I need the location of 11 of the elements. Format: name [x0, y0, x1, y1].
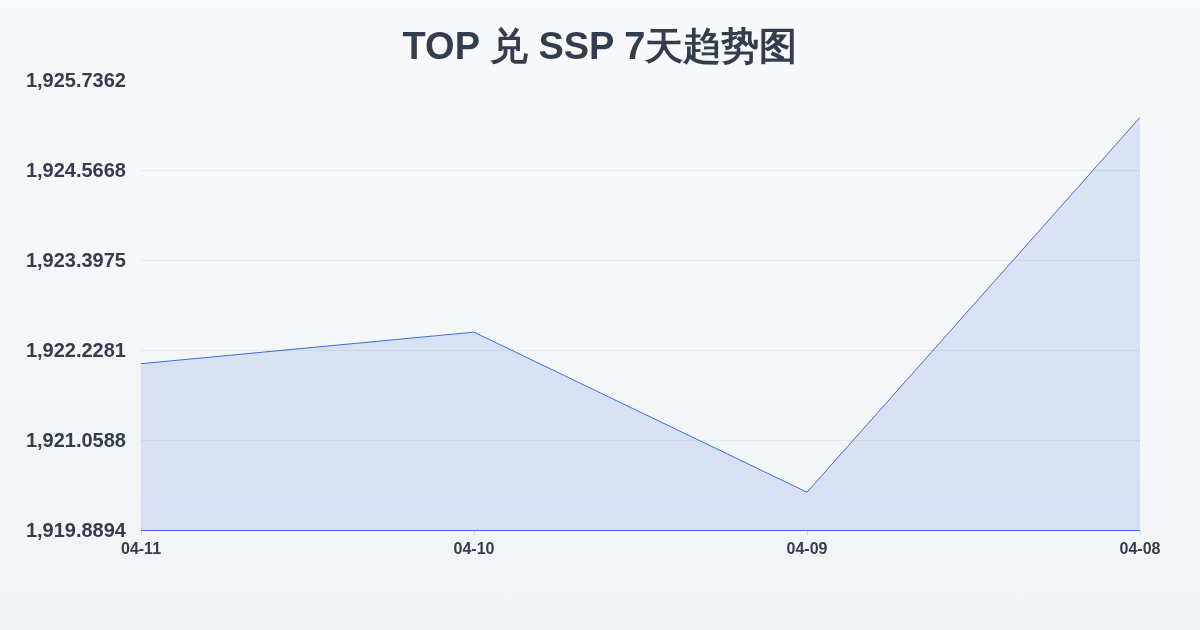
chart-title: TOP 兑 SSP 7天趋势图 — [402, 25, 798, 68]
x-tick-label: 04-08 — [1119, 540, 1161, 558]
y-tick-label: 1,919.8894 — [25, 519, 127, 541]
y-tick-label: 1,923.3975 — [25, 249, 126, 271]
y-tick-label: 1,921.0588 — [25, 429, 126, 451]
y-tick-label: 1,925.7362 — [25, 69, 126, 91]
x-tick-label: 04-10 — [453, 540, 495, 558]
y-tick-label: 1,924.5668 — [25, 159, 126, 181]
y-tick-label: 1,922.2281 — [25, 339, 126, 361]
x-tick-label: 04-09 — [786, 540, 828, 558]
x-tick-label: 04-11 — [120, 540, 162, 558]
